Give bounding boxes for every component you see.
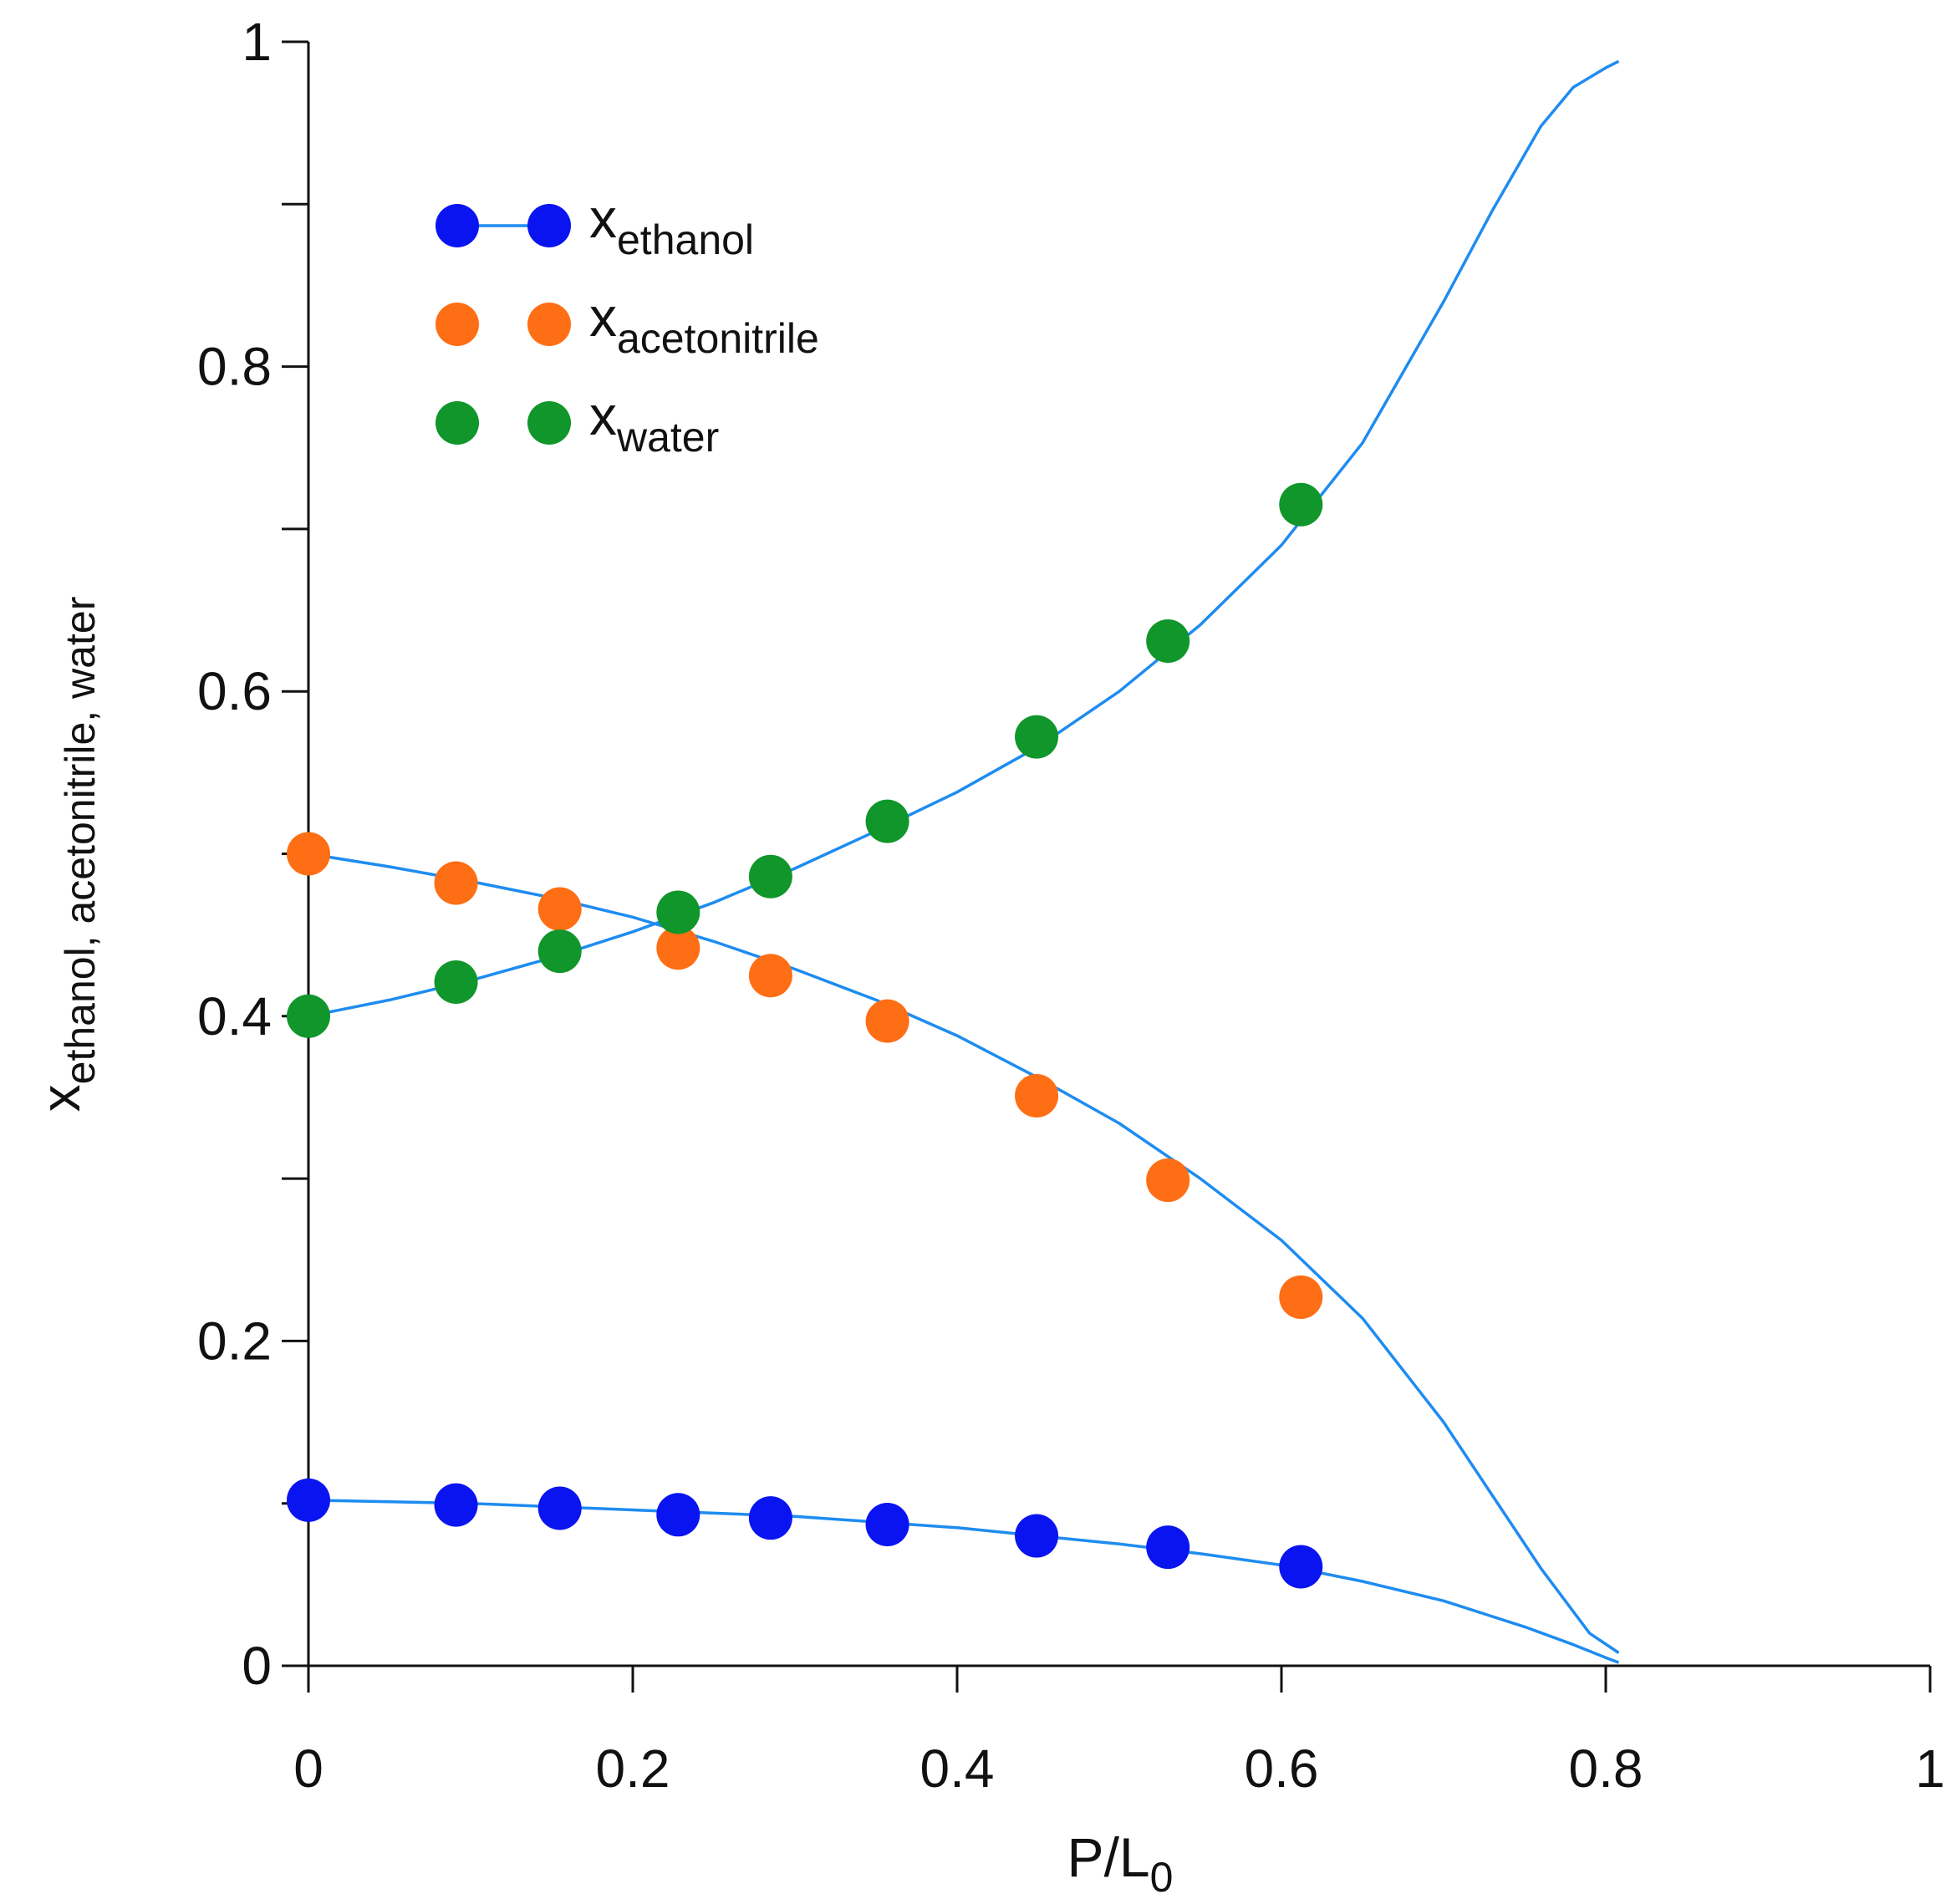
ethanol-point: [537, 1486, 582, 1530]
legend-label-main: x: [589, 286, 617, 348]
legend-label-sub: acetonitrile: [617, 315, 819, 362]
legend-marker: [436, 204, 479, 247]
x-tick-label: 0: [293, 1739, 323, 1799]
data-points: [287, 482, 1323, 1589]
ethanol-point: [748, 1496, 792, 1540]
water-fit-line: [308, 59, 1620, 1018]
x-tick-label: 0.6: [1245, 1739, 1319, 1799]
water-point: [1146, 619, 1190, 663]
legend-label-main: x: [589, 384, 617, 446]
water-point: [1279, 482, 1323, 527]
y-tick-label: 0: [242, 1636, 272, 1696]
acetonitrile-point: [1279, 1275, 1323, 1319]
acetonitrile-point: [537, 887, 582, 931]
acetonitrile-point: [748, 954, 792, 998]
legend-label-sub: ethanol: [617, 216, 754, 263]
x-tick-label: 1: [1915, 1739, 1945, 1799]
water-point: [748, 854, 792, 899]
ethanol-point: [434, 1483, 478, 1527]
legend-marker: [527, 303, 571, 346]
acetonitrile-point: [1015, 1074, 1059, 1118]
ethanol-point: [1279, 1545, 1323, 1589]
legend-marker: [436, 303, 479, 346]
x-axis-title-main: P/L: [1067, 1826, 1150, 1888]
acetonitrile-point: [865, 999, 909, 1043]
water-point: [656, 890, 700, 934]
water-point: [537, 929, 582, 974]
y-tick-label: 0.6: [197, 661, 272, 721]
water-point: [434, 960, 478, 1004]
ethanol-fit-line: [308, 1499, 1620, 1664]
axes: 0 0.2 0.4 0.6 0.8 1 0 0.2 0.4 0.6 0.8 1: [197, 12, 1945, 1799]
legend-label: xacetonitrile: [589, 286, 819, 362]
ethanol-point: [287, 1478, 330, 1522]
legend-label: xethanol: [589, 187, 754, 263]
legend-label: xwater: [589, 384, 719, 461]
y-tick-label: 0.8: [197, 337, 272, 397]
ethanol-point: [656, 1493, 700, 1537]
legend-label-sub: water: [616, 414, 719, 461]
acetonitrile-point: [287, 832, 330, 876]
x-axis-title-sub: 0: [1150, 1854, 1174, 1901]
y-tick-label: 0.2: [197, 1311, 272, 1371]
water-point: [287, 994, 330, 1038]
x-tick-label: 0.2: [596, 1739, 670, 1799]
legend-marker: [527, 401, 571, 445]
water-point: [865, 799, 909, 843]
legend-label-main: x: [589, 187, 617, 249]
legend-item-water: xwater: [436, 384, 719, 461]
fit-lines: [308, 59, 1620, 1664]
x-axis-title: P/L0: [1067, 1826, 1174, 1901]
y-tick-label: 1: [242, 12, 272, 72]
acetonitrile-point: [434, 861, 478, 905]
acetonitrile-fit-line: [308, 852, 1620, 1654]
legend-item-acetonitrile: xacetonitrile: [436, 286, 819, 362]
legend-marker: [436, 401, 479, 445]
ethanol-point: [1146, 1525, 1190, 1570]
ethanol-point: [865, 1502, 909, 1546]
legend-item-ethanol: xethanol: [436, 187, 754, 263]
x-tick-label: 0.4: [920, 1739, 995, 1799]
y-tick-label: 0.4: [197, 986, 272, 1046]
y-axis-title-sub: ethanol, acetonitrile, water: [57, 597, 104, 1085]
x-tick-label: 0.8: [1569, 1739, 1643, 1799]
y-axis-title: xethanol, acetonitrile, water: [29, 597, 104, 1112]
water-point: [1015, 715, 1059, 759]
y-axis-title-main: x: [29, 1084, 91, 1112]
x-ticks: 0 0.2 0.4 0.6 0.8 1: [293, 1666, 1945, 1799]
legend-marker: [527, 204, 571, 247]
ethanol-point: [1015, 1514, 1059, 1558]
acetonitrile-point: [656, 926, 700, 970]
acetonitrile-point: [1146, 1158, 1190, 1203]
